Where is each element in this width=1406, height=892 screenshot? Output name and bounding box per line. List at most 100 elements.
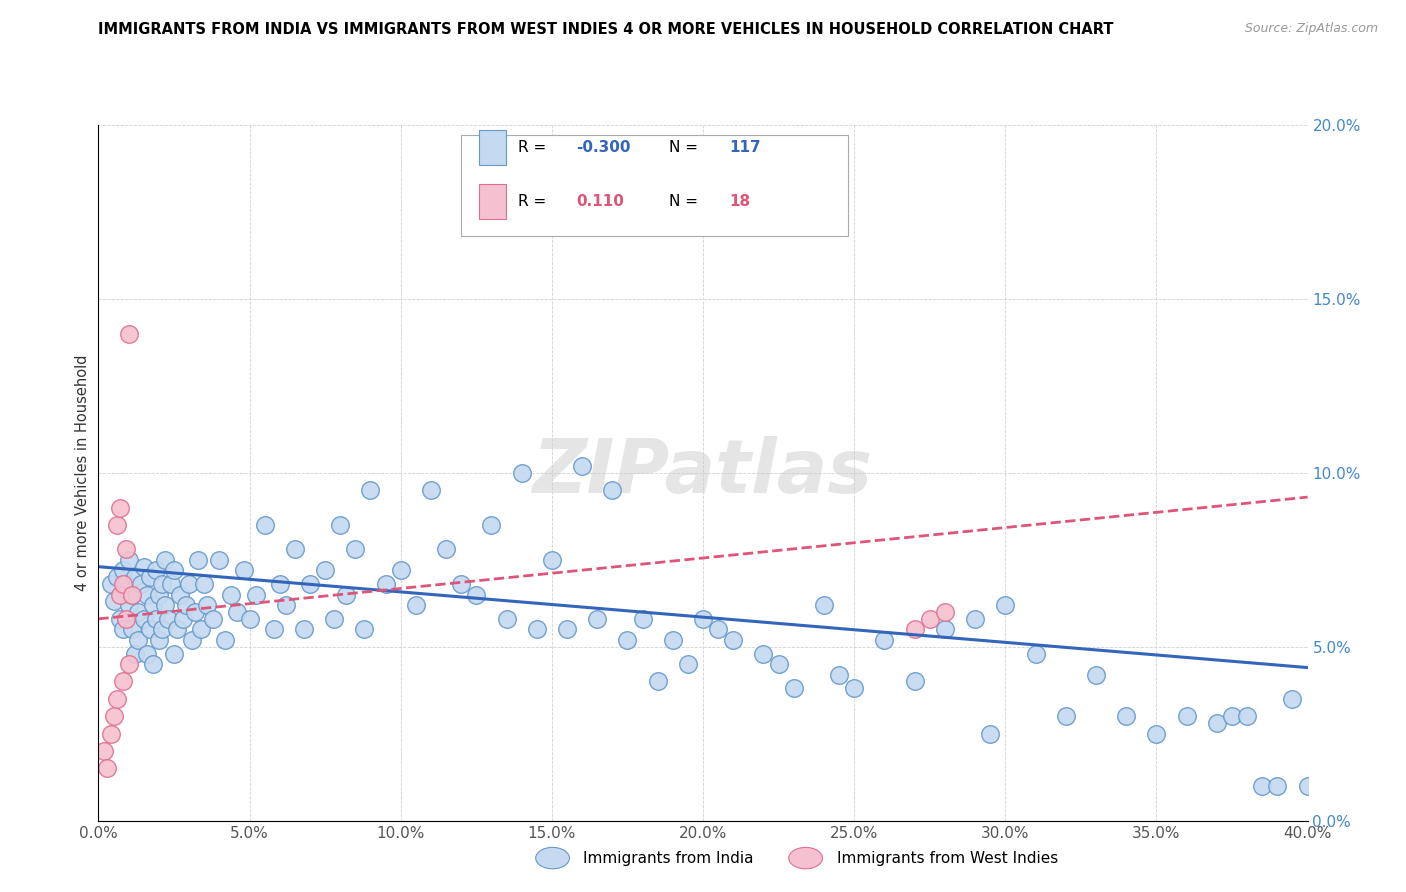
Point (111, 563, 134, 577)
Point (153, 552, 176, 567)
Point (169, 587, 191, 601)
Point (662, 632, 685, 647)
Point (1251, 779, 1274, 793)
Point (135, 647, 157, 661)
Point (118, 552, 141, 567)
Point (105, 517, 128, 532)
Point (481, 517, 503, 532)
Point (994, 598, 1017, 612)
Point (616, 632, 638, 647)
Point (344, 542, 367, 557)
Point (193, 577, 215, 591)
Point (118, 657, 141, 671)
Point (723, 632, 745, 647)
Point (139, 623, 162, 637)
Point (96, 761, 118, 775)
Point (202, 612, 225, 626)
Point (129, 577, 152, 591)
Text: 117: 117 (730, 140, 761, 155)
Point (1281, 692, 1303, 706)
Point (314, 563, 336, 577)
Point (181, 632, 204, 647)
Y-axis label: 4 or more Vehicles in Household: 4 or more Vehicles in Household (75, 354, 90, 591)
Text: Immigrants from West Indies: Immigrants from West Indies (837, 851, 1057, 865)
Point (108, 500, 131, 515)
Point (979, 726, 1001, 740)
Point (783, 681, 806, 696)
Point (1220, 709, 1243, 723)
Bar (479, 130, 506, 165)
Point (299, 577, 322, 591)
Point (221, 587, 243, 601)
Point (844, 681, 866, 696)
Point (374, 577, 396, 591)
Text: ZIPatlas: ZIPatlas (533, 436, 873, 509)
Point (163, 647, 186, 661)
Point (172, 612, 194, 626)
Point (124, 647, 146, 661)
Point (150, 577, 173, 591)
Text: IMMIGRANTS FROM INDIA VS IMMIGRANTS FROM WEST INDIES 4 OR MORE VEHICLES IN HOUSE: IMMIGRANTS FROM INDIA VS IMMIGRANTS FROM… (98, 22, 1114, 37)
Point (150, 623, 173, 637)
Point (108, 612, 131, 626)
Circle shape (789, 847, 823, 869)
Point (103, 594, 125, 608)
Point (226, 605, 249, 619)
Point (555, 623, 578, 637)
Point (111, 577, 134, 591)
Point (160, 577, 183, 591)
Point (934, 623, 956, 637)
Point (111, 674, 134, 689)
Point (526, 623, 548, 637)
Point (135, 587, 157, 601)
Point (142, 598, 165, 612)
Point (335, 587, 357, 601)
Point (253, 517, 276, 532)
Point (139, 570, 162, 584)
Point (190, 623, 212, 637)
Point (118, 326, 141, 341)
Point (360, 483, 382, 497)
Point (647, 674, 669, 689)
Point (114, 612, 136, 626)
Point (145, 612, 167, 626)
Point (353, 623, 375, 637)
Point (100, 577, 122, 591)
Point (918, 612, 941, 626)
Point (323, 612, 346, 626)
Point (103, 709, 125, 723)
Point (239, 612, 262, 626)
Point (752, 647, 775, 661)
Point (904, 674, 927, 689)
Point (214, 632, 236, 647)
Point (184, 605, 207, 619)
Text: R =: R = (517, 194, 547, 209)
Point (692, 612, 714, 626)
Point (156, 612, 179, 626)
Point (1175, 709, 1198, 723)
Point (148, 587, 170, 601)
Point (510, 466, 533, 480)
Point (114, 577, 136, 591)
Point (93, 744, 115, 758)
Point (586, 612, 609, 626)
Point (329, 517, 352, 532)
Point (1054, 709, 1077, 723)
Text: N =: N = (669, 194, 699, 209)
Point (132, 612, 155, 626)
Point (105, 692, 128, 706)
Point (269, 577, 291, 591)
Point (145, 563, 167, 577)
Point (232, 563, 254, 577)
Point (1144, 726, 1167, 740)
Point (121, 587, 143, 601)
Circle shape (536, 847, 569, 869)
Point (148, 632, 170, 647)
Point (965, 612, 987, 626)
Point (121, 587, 143, 601)
Point (118, 598, 141, 612)
Point (100, 726, 122, 740)
Point (208, 552, 231, 567)
Point (813, 598, 835, 612)
Point (187, 552, 209, 567)
